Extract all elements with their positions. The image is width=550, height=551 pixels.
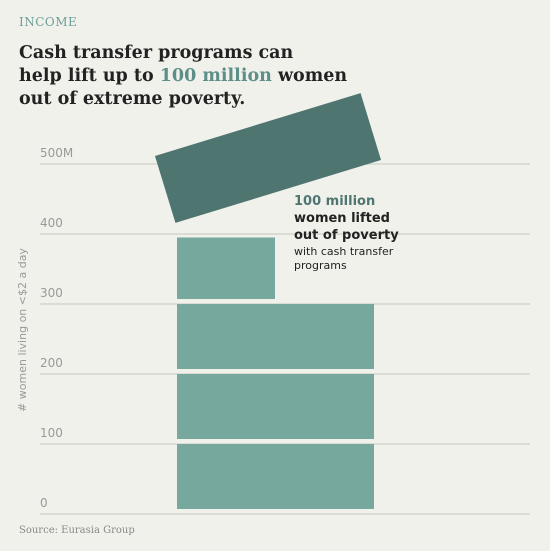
y-tick-label: 200 bbox=[40, 356, 63, 370]
y-tick-label: 300 bbox=[40, 286, 63, 300]
annotation: 100 million women lifted out of poverty … bbox=[294, 193, 414, 273]
block bbox=[177, 444, 374, 509]
block bbox=[177, 304, 374, 369]
annotation-line: out of poverty bbox=[294, 228, 399, 243]
title-line: help lift up to bbox=[19, 66, 160, 86]
title-highlight: 100 million bbox=[159, 66, 272, 86]
block bbox=[177, 374, 374, 439]
y-tick-label: 500M bbox=[40, 146, 73, 160]
block bbox=[177, 237, 275, 299]
y-tick-label: 0 bbox=[40, 496, 48, 510]
title-line: women bbox=[271, 66, 348, 86]
y-tick-label: 100 bbox=[40, 426, 63, 440]
kicker: INCOME bbox=[19, 15, 78, 29]
annotation-line: women lifted bbox=[294, 211, 390, 226]
title-line: out of extreme poverty. bbox=[19, 89, 246, 109]
annotation-note: with cash transfer programs bbox=[294, 245, 394, 272]
title: Cash transfer programs can help lift up t… bbox=[19, 42, 347, 111]
source: Source: Eurasia Group bbox=[19, 525, 135, 536]
lifted-block bbox=[154, 93, 382, 223]
y-tick-label: 400 bbox=[40, 216, 63, 230]
annotation-highlight: 100 million bbox=[294, 194, 376, 209]
title-line: Cash transfer programs can bbox=[19, 43, 294, 63]
y-axis-label: # women living on <$2 a day bbox=[16, 248, 29, 412]
